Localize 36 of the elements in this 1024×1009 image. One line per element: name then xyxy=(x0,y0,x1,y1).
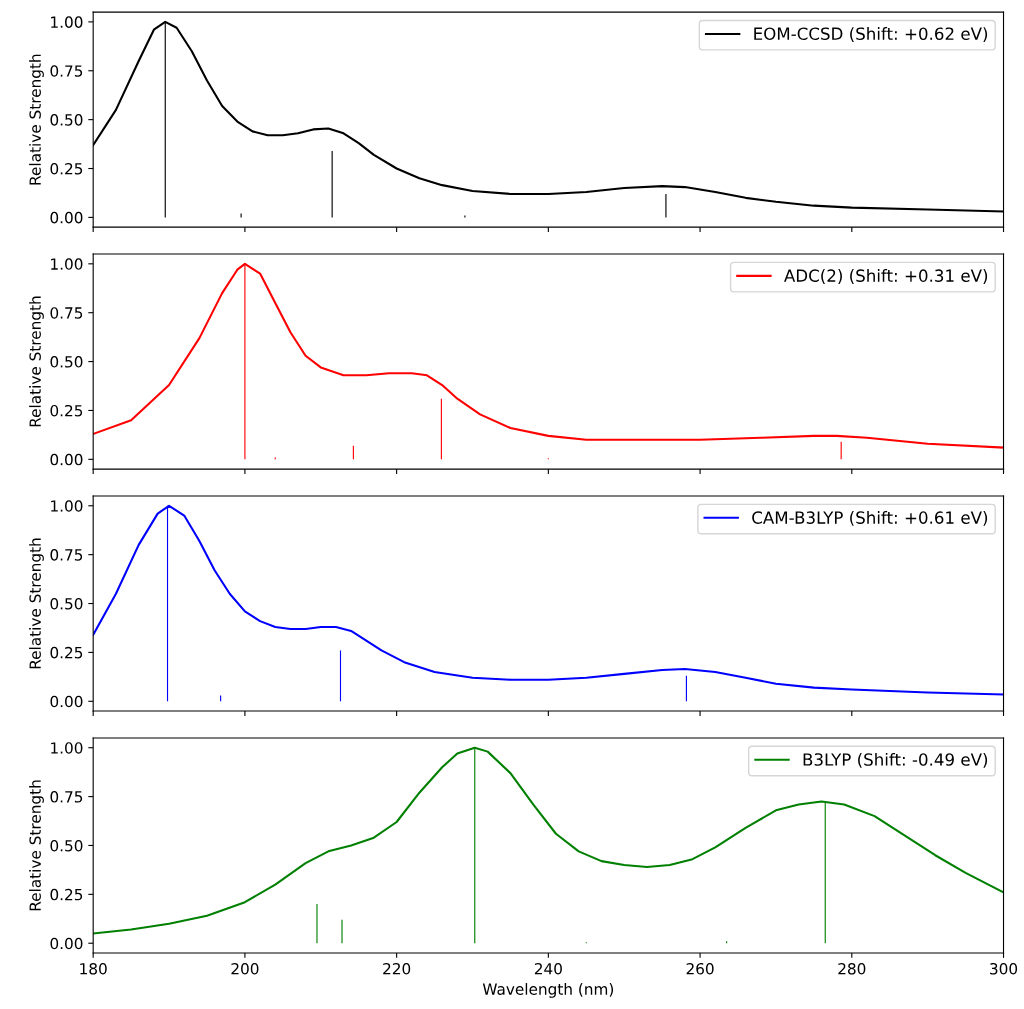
x-axis-title: Wavelength (nm) xyxy=(482,983,614,998)
y-tick-label: 0.50 xyxy=(50,597,83,610)
y-axis-title: Relative Strength xyxy=(29,296,44,427)
y-tick-label: 1.00 xyxy=(51,16,83,28)
x-tick-label: 220 xyxy=(383,962,411,975)
y-axis-title: Relative Strength xyxy=(29,538,44,669)
x-tick-label: 200 xyxy=(231,962,259,975)
y-tick-label: 1.00 xyxy=(51,258,83,270)
y-tick-label: 0.25 xyxy=(50,162,83,175)
y-axis-title: Relative Strength xyxy=(29,54,44,185)
y-tick-label: 0.75 xyxy=(50,549,83,561)
y-tick-label: 0.50 xyxy=(50,114,83,126)
y-axis-title: Relative Strength xyxy=(29,780,44,911)
y-tick-label: 0.25 xyxy=(50,404,83,417)
y-tick-label: 0.25 xyxy=(50,888,83,901)
y-tick-label: 0.00 xyxy=(50,453,83,466)
x-tick-label: 260 xyxy=(686,962,714,975)
y-tick-label: 0.75 xyxy=(50,65,83,77)
x-tick-label: 240 xyxy=(534,962,562,975)
y-tick-label: 0.00 xyxy=(50,211,83,224)
y-tick-label: 1.00 xyxy=(51,742,83,754)
y-tick-label: 0.50 xyxy=(50,839,83,852)
y-tick-label: 0.50 xyxy=(50,356,83,368)
x-tick-label: 180 xyxy=(80,962,107,975)
legend-label: ADC(2) (Shift: +0.31 eV) xyxy=(784,269,988,284)
y-tick-label: 0.25 xyxy=(50,646,83,659)
x-tick-label: 300 xyxy=(990,962,1018,975)
x-tick-label: 280 xyxy=(838,962,866,975)
legend-label: EOM-CCSD (Shift: +0.62 eV) xyxy=(754,27,988,42)
y-tick-label: 0.75 xyxy=(50,307,83,319)
legend-label: B3LYP (Shift: -0.49 eV) xyxy=(803,752,988,768)
y-tick-label: 1.00 xyxy=(51,500,83,512)
y-tick-label: 0.00 xyxy=(50,695,83,708)
y-tick-label: 0.00 xyxy=(50,937,83,950)
legend-label: CAM-B3LYP (Shift: +0.61 eV) xyxy=(752,511,988,526)
y-tick-label: 0.75 xyxy=(50,791,83,803)
